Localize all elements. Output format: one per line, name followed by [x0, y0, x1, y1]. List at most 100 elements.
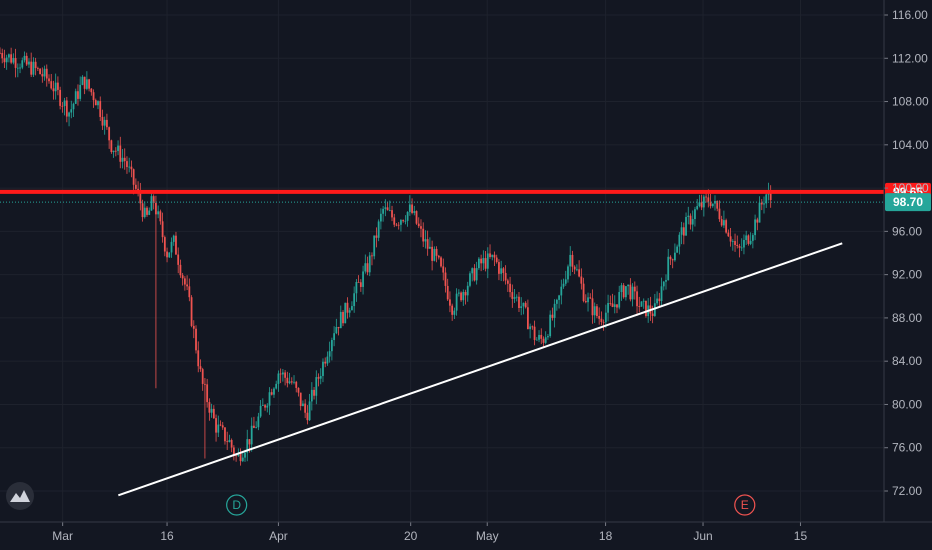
- candle-body: [39, 68, 41, 75]
- candle-body: [43, 68, 46, 77]
- candle-body: [751, 235, 754, 241]
- candle-body: [502, 268, 505, 273]
- candle-body: [486, 253, 489, 269]
- candle-body: [54, 82, 57, 92]
- candle-body: [310, 389, 313, 402]
- candle-body: [638, 306, 641, 307]
- candle-body: [50, 81, 53, 89]
- candle-body: [645, 300, 647, 317]
- candle-body: [326, 356, 329, 364]
- candle-body: [342, 311, 344, 324]
- candle-body: [377, 221, 380, 238]
- candle-body: [313, 389, 315, 396]
- candle-body: [611, 303, 614, 307]
- candle-body: [110, 140, 113, 153]
- candle-body: [500, 268, 503, 274]
- candle-body: [449, 299, 451, 306]
- candle-body: [665, 280, 667, 282]
- candle-body: [181, 275, 184, 279]
- candle-body: [435, 248, 438, 256]
- candle-body: [248, 439, 251, 445]
- event-marker-e[interactable]: [734, 494, 756, 516]
- candle-body: [734, 241, 736, 245]
- candle-body: [337, 327, 340, 329]
- candle-body: [473, 268, 476, 281]
- candle-body: [653, 303, 656, 316]
- candle-body: [484, 258, 487, 269]
- candle-body: [101, 116, 104, 126]
- candle-body: [386, 207, 389, 211]
- candle-body: [511, 292, 514, 299]
- candle-body: [166, 251, 168, 258]
- candle-body: [562, 283, 565, 287]
- trendline-layer: [118, 242, 843, 497]
- candle-body: [30, 61, 33, 75]
- candle-body: [504, 272, 507, 281]
- candle-body: [417, 223, 420, 227]
- candle-body: [457, 292, 460, 294]
- candle-body: [94, 100, 97, 106]
- y-tick-label: 72.00: [892, 484, 922, 498]
- candle-body: [210, 408, 213, 413]
- candle-body: [754, 219, 756, 236]
- candle-body: [288, 381, 291, 384]
- candle-body: [28, 61, 30, 65]
- candle-body: [538, 334, 540, 340]
- candle-body: [469, 273, 471, 286]
- y-tick-label: 80.00: [892, 397, 922, 411]
- candle-body: [41, 74, 44, 77]
- candle-body: [259, 405, 262, 417]
- candle-body: [613, 304, 616, 307]
- candle-body: [188, 286, 191, 298]
- candle-body: [79, 84, 82, 99]
- candle-body: [150, 196, 153, 211]
- candle-body: [235, 455, 238, 457]
- candle-body: [366, 263, 369, 273]
- candle-body: [636, 291, 638, 307]
- candle-body: [388, 210, 391, 211]
- candle-body: [518, 296, 520, 309]
- candle-body: [428, 246, 431, 249]
- candle-body: [651, 313, 654, 316]
- candle-body: [351, 306, 353, 311]
- candle-body: [633, 286, 636, 292]
- candle-body: [157, 211, 160, 215]
- candle-body: [12, 58, 15, 63]
- candle-body: [460, 292, 462, 301]
- candle-body: [509, 283, 511, 293]
- tradingview-logo-icon[interactable]: [6, 482, 34, 510]
- candle-body: [676, 246, 679, 253]
- candle-body: [480, 258, 483, 264]
- candle-body: [290, 381, 293, 383]
- candle-body: [239, 453, 242, 462]
- candle-body: [598, 316, 601, 319]
- candle-body: [426, 239, 429, 249]
- candle-body: [731, 241, 734, 242]
- candle-body: [760, 202, 763, 205]
- candle-body: [1, 53, 4, 59]
- x-tick-label: Jun: [693, 529, 712, 543]
- candle-body: [306, 412, 309, 421]
- candle-body: [524, 302, 527, 308]
- candle-body: [489, 253, 491, 257]
- candle-body: [522, 302, 525, 307]
- candle-body: [415, 211, 418, 224]
- candle-body: [159, 211, 162, 222]
- candle-body: [5, 57, 8, 63]
- candle-body: [515, 296, 518, 298]
- candle-body: [315, 377, 318, 396]
- event-label: D: [232, 498, 241, 512]
- support-trendline[interactable]: [118, 242, 843, 497]
- candle-body: [560, 286, 563, 296]
- candle-body: [379, 213, 382, 222]
- event-marker-d[interactable]: [226, 494, 248, 516]
- candle-body: [564, 279, 567, 284]
- y-tick-label: 116.00: [892, 8, 928, 22]
- candle-body: [604, 312, 607, 323]
- candle-body: [520, 306, 523, 309]
- candle-body: [702, 196, 705, 208]
- candle-body: [765, 194, 768, 204]
- candle-body: [402, 220, 405, 222]
